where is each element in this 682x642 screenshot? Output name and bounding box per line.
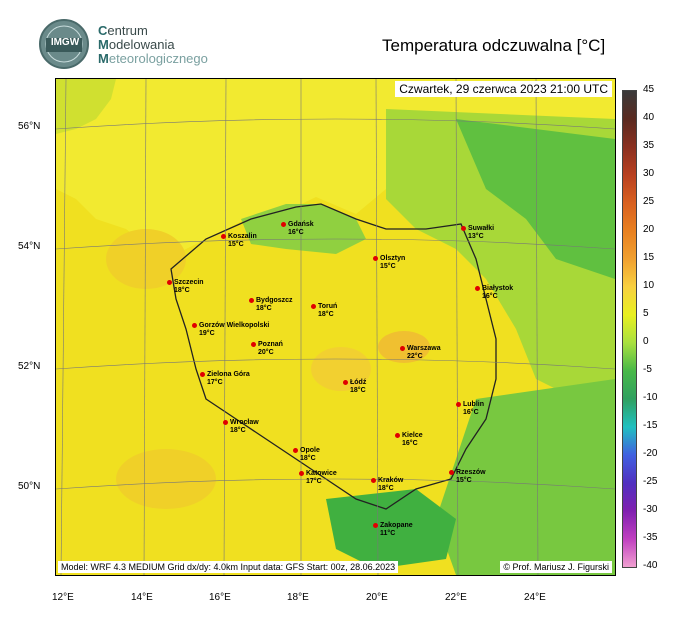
lon-label-22: 22°E — [445, 592, 467, 603]
city-marker — [343, 380, 348, 385]
city-gorzow: Gorzów Wielkopolski 19°C — [192, 322, 269, 338]
colorbar-tick-label: 25 — [643, 196, 655, 207]
city-zielona-gora: Zielona Góra 17°C — [200, 371, 250, 387]
city-poznan: Poznań 20°C — [251, 341, 283, 357]
city-gdansk: Gdańsk 16°C — [281, 221, 314, 237]
city-opole: Opole 18°C — [293, 447, 320, 463]
lat-label-56: 56°N — [18, 121, 41, 132]
map-title: Temperatura odczuwalna [°C] — [382, 36, 606, 55]
city-bydgoszcz: Bydgoszcz 18°C — [249, 297, 293, 313]
lat-label-52: 52°N — [18, 361, 41, 372]
emblem-text: IMGW — [50, 37, 80, 48]
city-marker — [293, 448, 298, 453]
city-marker — [192, 323, 197, 328]
logo-name: Centrum Modelowania Meteorologicznego — [98, 24, 208, 66]
tatra-cold-zone — [326, 489, 456, 569]
city-marker — [449, 470, 454, 475]
lat-label-54: 54°N — [18, 241, 41, 252]
colorbar-tick-label: -40 — [643, 560, 658, 571]
colorbar-tick-label: -25 — [643, 476, 658, 487]
city-katowice: Katowice 17°C — [299, 470, 337, 486]
poland-border — [170, 203, 497, 510]
model-info: Model: WRF 4.3 MEDIUM Grid dx/dy: 4.0km … — [58, 561, 399, 573]
colorbar-tick-label: 40 — [643, 112, 655, 123]
city-marker — [461, 226, 466, 231]
lon-label-14: 14°E — [131, 592, 153, 603]
colorbar-tick-label: 20 — [643, 224, 655, 235]
colorbar-tick-label: 45 — [643, 84, 655, 95]
city-marker — [395, 433, 400, 438]
colorbar-tick-label: -15 — [643, 420, 658, 431]
colorbar-tick-label: -30 — [643, 504, 658, 515]
colorbar-tick-label: 35 — [643, 140, 655, 151]
lon-label-24: 24°E — [524, 592, 546, 603]
city-kielce: Kielce 16°C — [395, 432, 423, 448]
author-credit: © Prof. Mariusz J. Figurski — [500, 561, 612, 573]
colorbar-tick-label: 15 — [643, 252, 655, 263]
city-wroclaw: Wrocław 18°C — [223, 419, 259, 435]
city-koszalin: Koszalin 15°C — [221, 233, 257, 249]
warm-patch-southwest — [116, 449, 216, 509]
lat-label-50: 50°N — [18, 481, 41, 492]
ne-cold-core — [456, 119, 615, 279]
logo-line2: odelowania — [108, 37, 175, 52]
logo-line2-initial: M — [98, 37, 109, 52]
city-marker — [475, 286, 480, 291]
colorbar-tick-label: 10 — [643, 280, 655, 291]
temperature-colorbar — [622, 90, 637, 568]
warm-patch-center — [311, 347, 371, 391]
logo-line3: eteorologicznego — [108, 51, 208, 66]
colorbar-tick-label: -5 — [643, 364, 652, 375]
city-marker — [223, 420, 228, 425]
city-marker — [400, 346, 405, 351]
graticule — [56, 79, 615, 575]
city-marker — [456, 402, 461, 407]
coastal-cool-zone — [241, 204, 366, 254]
colorbar-tick-label: -35 — [643, 532, 658, 543]
city-rzeszow: Rzeszów 15°C — [449, 469, 486, 485]
lon-label-18: 18°E — [287, 592, 309, 603]
logo-line3-initial: M — [98, 51, 109, 66]
city-marker — [371, 478, 376, 483]
city-torun: Toruń 18°C — [311, 303, 337, 319]
colorbar-tick-label: 5 — [643, 308, 649, 319]
forecast-timestamp: Czwartek, 29 czerwca 2023 21:00 UTC — [395, 81, 612, 97]
map-frame: Czwartek, 29 czerwca 2023 21:00 UTC Gdań… — [55, 78, 616, 576]
city-lublin: Lublin 16°C — [456, 401, 484, 417]
city-suwalki: Suwałki 13°C — [461, 225, 494, 241]
lon-label-12: 12°E — [52, 592, 74, 603]
city-marker — [311, 304, 316, 309]
lon-label-16: 16°E — [209, 592, 231, 603]
colorbar-tick-label: 30 — [643, 168, 655, 179]
scandinavia — [56, 79, 116, 134]
city-marker — [299, 471, 304, 476]
city-lodz: Łódź 18°C — [343, 379, 366, 395]
city-warszawa: Warszawa 22°C — [400, 345, 441, 361]
city-marker — [221, 234, 226, 239]
city-marker — [167, 280, 172, 285]
city-olsztyn: Olsztyn 15°C — [373, 255, 405, 271]
lon-label-20: 20°E — [366, 592, 388, 603]
baltic-sea — [56, 79, 615, 254]
city-krakow: Kraków 18°C — [371, 477, 403, 493]
colorbar-tick-label: -20 — [643, 448, 658, 459]
city-marker — [373, 523, 378, 528]
city-marker — [373, 256, 378, 261]
city-marker — [200, 372, 205, 377]
temperature-field — [56, 79, 615, 575]
city-marker — [281, 222, 286, 227]
colorbar-tick-label: 0 — [643, 336, 649, 347]
colorbar-tick-label: -10 — [643, 392, 658, 403]
imgw-logo: IMGW Centrum Modelowania Meteorologiczne… — [38, 18, 238, 74]
logo-line1: entrum — [107, 23, 148, 38]
logo-line1-initial: C — [98, 23, 108, 38]
city-zakopane: Zakopane 11°C — [373, 522, 413, 538]
city-bialystok: Białystok 16°C — [475, 285, 513, 301]
imgw-emblem — [39, 19, 89, 69]
warm-patch-west — [106, 229, 186, 289]
city-marker — [251, 342, 256, 347]
city-marker — [249, 298, 254, 303]
city-szczecin: Szczecin 18°C — [167, 279, 204, 295]
